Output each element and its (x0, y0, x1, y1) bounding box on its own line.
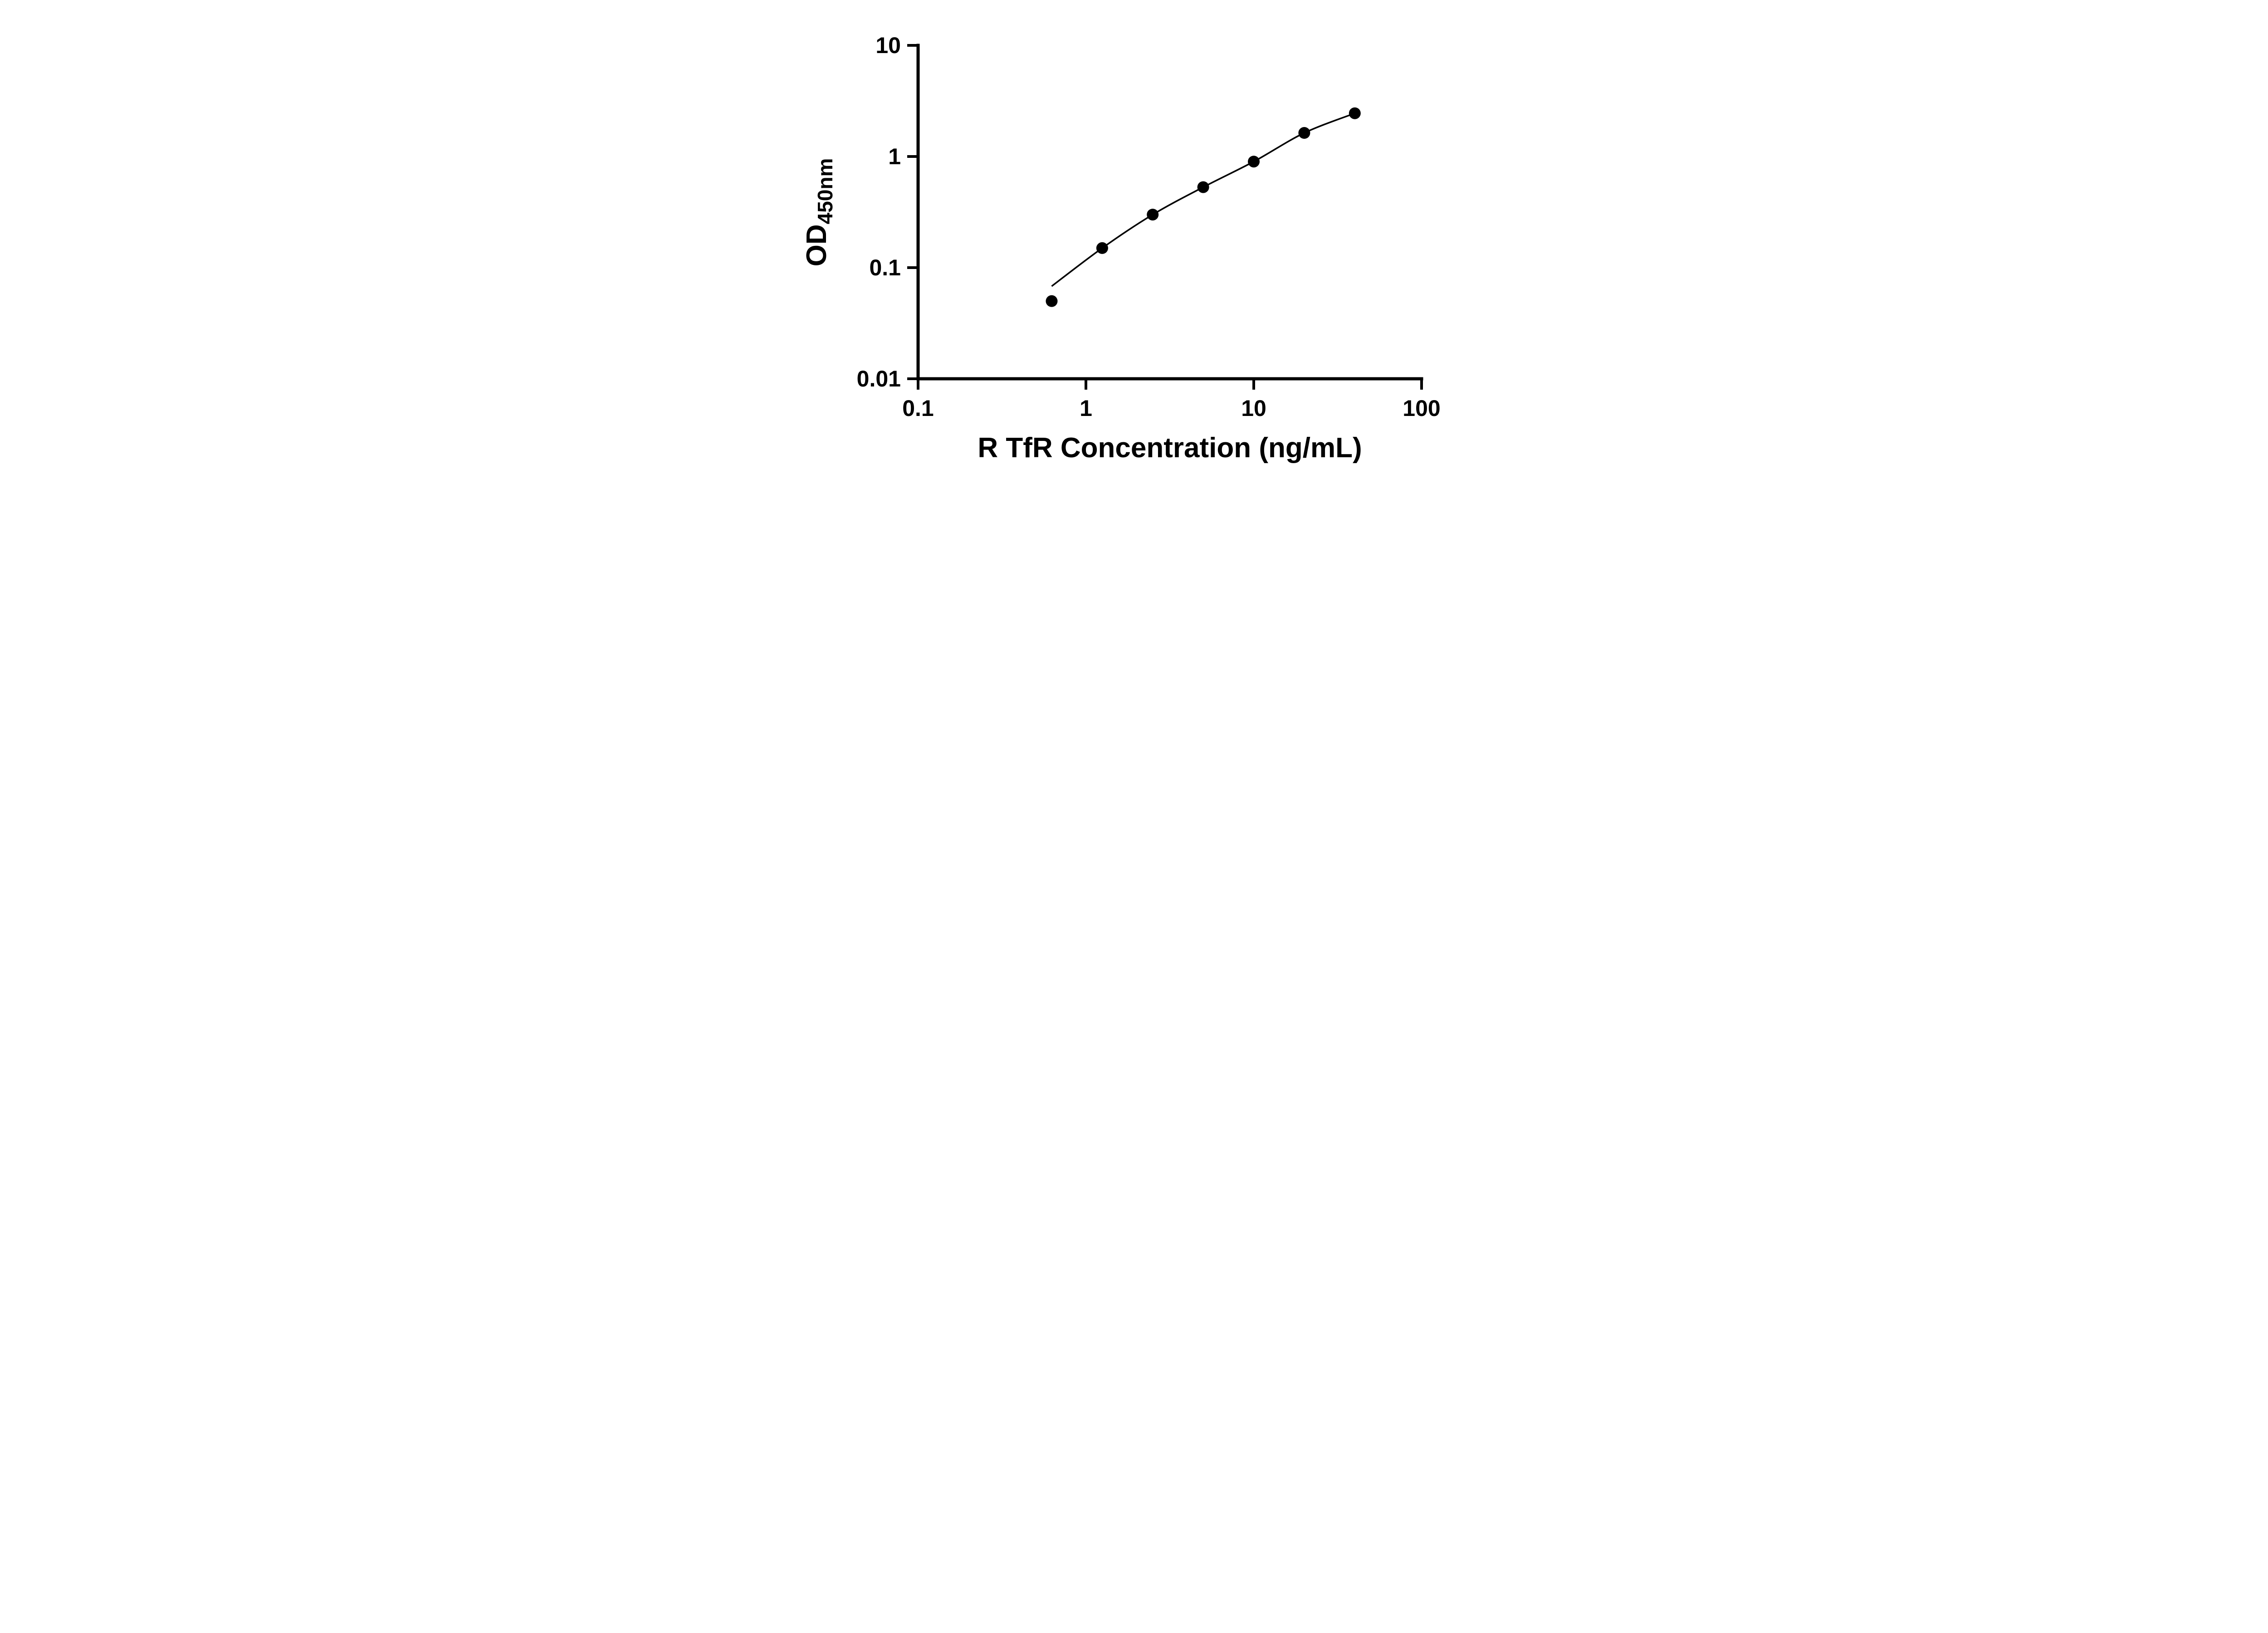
y-axis-title-subscript: 450nm (813, 158, 837, 225)
y-axis-title: OD450nm (801, 158, 837, 267)
x-tick-label: 10 (1241, 396, 1266, 421)
data-point (1147, 209, 1159, 221)
y-tick-label: 0.1 (869, 255, 901, 280)
y-tick-label: 1 (888, 144, 901, 169)
x-tick-label: 100 (1403, 396, 1440, 421)
y-tick-label: 10 (875, 33, 901, 58)
y-tick-label: 0.01 (857, 366, 901, 391)
axis-lines (916, 44, 1423, 381)
chart-page: 0.1 1 10 100 0.01 0.1 1 10 R TfR Concentration … (784, 0, 1484, 490)
axes (916, 44, 1423, 381)
data-point (1349, 107, 1361, 119)
fit-curve-line (1051, 112, 1355, 287)
data-point (1298, 127, 1310, 139)
data-point (1197, 181, 1209, 193)
data-point (1096, 242, 1108, 254)
x-axis-title: R TfR Concentration (ng/mL) (978, 432, 1362, 464)
x-tick-label: 0.1 (902, 396, 934, 421)
axis-ticks (907, 44, 1423, 390)
data-point (1046, 295, 1058, 307)
data-points (1046, 107, 1361, 307)
y-axis-title-main: OD (801, 224, 832, 266)
x-tick-label: 1 (1080, 396, 1092, 421)
data-point (1248, 156, 1260, 168)
standard-curve-figure: 0.1 1 10 100 0.01 0.1 1 10 R TfR Concentration … (784, 0, 1484, 490)
